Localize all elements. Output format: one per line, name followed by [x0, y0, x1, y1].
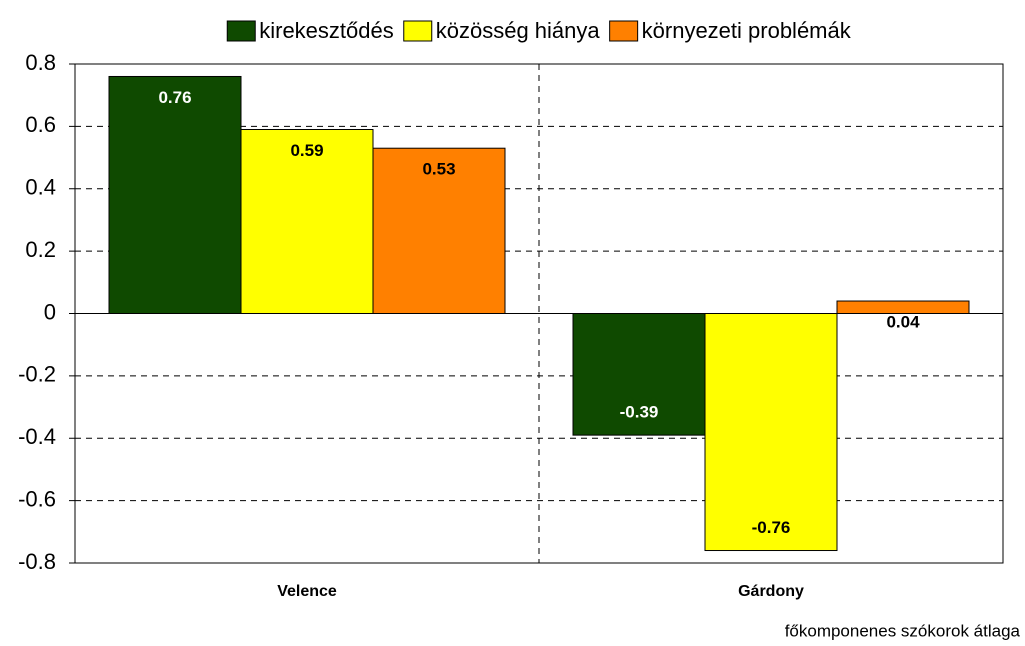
data-label: 0.76: [158, 88, 191, 107]
y-tick-label: 0: [44, 299, 56, 324]
x-tick-label: Velence: [277, 583, 337, 600]
legend-label: kirekesztődés: [259, 18, 394, 43]
data-label: 0.53: [422, 160, 455, 179]
y-tick-label: -0.6: [18, 486, 56, 511]
legend-swatch: [403, 20, 433, 42]
bar: [108, 75, 242, 314]
data-label: -0.76: [752, 518, 791, 537]
legend-swatch: [226, 20, 256, 42]
y-tick-label: 0.2: [25, 237, 56, 262]
bar: [836, 300, 970, 314]
y-tick-label: 0.4: [25, 175, 56, 200]
x-tick-label: Gárdony: [738, 583, 804, 600]
data-label: 0.04: [886, 313, 920, 332]
legend-label: környezeti problémák: [642, 18, 852, 43]
y-tick-label: 0.6: [25, 112, 56, 137]
y-tick-label: 0.8: [25, 50, 56, 75]
y-tick-label: -0.2: [18, 362, 56, 387]
y-tick-label: -0.4: [18, 424, 56, 449]
bar: [240, 128, 374, 314]
legend-swatch: [609, 20, 639, 42]
data-label: -0.39: [620, 403, 659, 422]
bar: [704, 313, 838, 552]
bar: [372, 147, 506, 314]
x-axis-label: főkomponenes szókorok átlaga: [785, 621, 1021, 640]
bar: [572, 313, 706, 436]
legend-label: közösség hiánya: [436, 18, 601, 43]
y-tick-label: -0.8: [18, 549, 56, 574]
data-label: 0.59: [290, 141, 323, 160]
